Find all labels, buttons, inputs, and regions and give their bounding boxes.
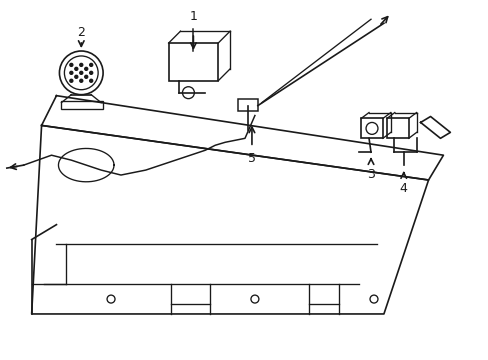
Circle shape [80,63,82,66]
Circle shape [70,79,73,82]
Circle shape [84,67,87,70]
Circle shape [80,71,82,74]
Bar [61,100,103,109]
Circle shape [75,75,78,78]
Bar [168,43,218,81]
Circle shape [70,63,73,66]
Circle shape [89,63,93,66]
Circle shape [89,79,93,82]
Text: 2: 2 [77,26,85,39]
Bar [386,118,408,138]
Circle shape [89,71,93,74]
Circle shape [80,79,82,82]
Circle shape [75,67,78,70]
Text: 3: 3 [366,168,374,181]
Text: 1: 1 [189,10,197,23]
Bar [360,118,382,138]
Text: 4: 4 [399,182,407,195]
Text: 5: 5 [247,152,255,165]
Circle shape [70,71,73,74]
Circle shape [84,75,87,78]
Bar [238,99,257,111]
